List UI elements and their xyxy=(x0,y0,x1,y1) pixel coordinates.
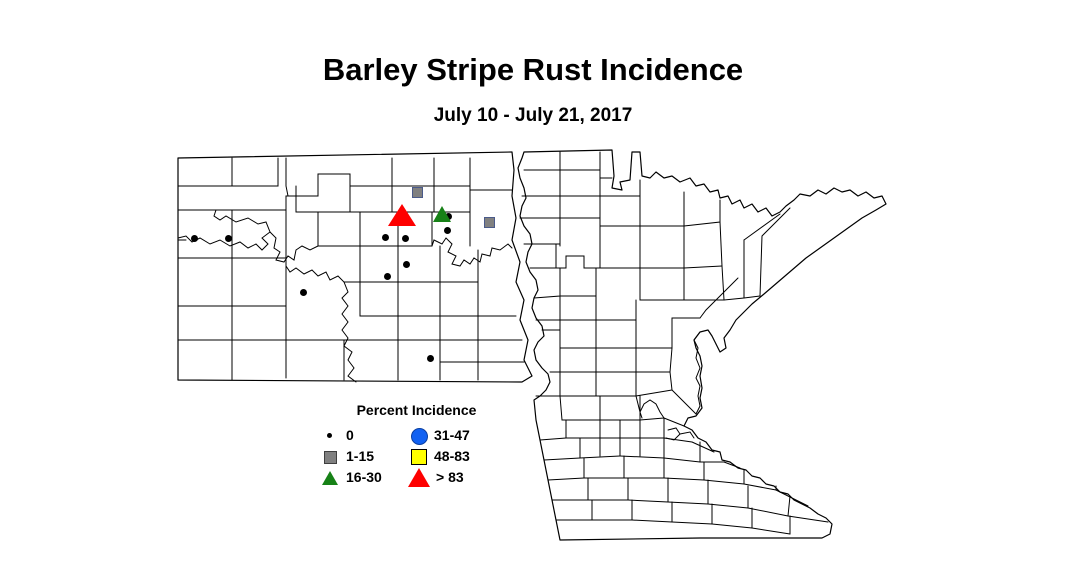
legend-item-label: > 83 xyxy=(436,469,464,485)
incidence-marker-triangle-green[interactable] xyxy=(433,206,451,222)
small-black-dot-icon xyxy=(320,425,344,445)
minnesota-counties xyxy=(519,151,829,535)
legend-item-31-47[interactable]: 31-47 xyxy=(408,425,470,445)
legend-item-above-83[interactable]: > 83 xyxy=(408,467,464,487)
legend-item-label: 48-83 xyxy=(434,448,470,464)
legend-item-label: 31-47 xyxy=(434,427,470,443)
red-triangle-icon xyxy=(408,467,432,487)
incidence-marker-triangle-red[interactable] xyxy=(388,204,416,226)
incidence-marker-dot[interactable] xyxy=(300,289,307,296)
yellow-square-icon xyxy=(408,446,432,466)
page-title: Barley Stripe Rust Incidence xyxy=(322,52,744,87)
incidence-marker-dot[interactable] xyxy=(444,227,451,234)
incidence-marker-square[interactable] xyxy=(484,217,495,228)
incidence-marker-dot[interactable] xyxy=(384,273,391,280)
legend-title: Percent Incidence xyxy=(356,402,477,418)
minnesota-outline xyxy=(517,149,887,541)
legend-item-48-83[interactable]: 48-83 xyxy=(408,446,470,466)
green-triangle-icon xyxy=(320,467,344,487)
legend-item-16-30[interactable]: 16-30 xyxy=(320,467,382,487)
legend-item-label: 1-15 xyxy=(346,448,375,464)
legend-entries: 0 1-15 16-30 31-47 48-83 > 83 xyxy=(320,425,500,487)
incidence-marker-dot[interactable] xyxy=(427,355,434,362)
incidence-marker-dot[interactable] xyxy=(225,235,232,242)
legend: Percent Incidence 0 1-15 16-30 31-47 48-… xyxy=(320,402,500,487)
incidence-marker-square[interactable] xyxy=(412,187,423,198)
incidence-marker-dot[interactable] xyxy=(382,234,389,241)
incidence-marker-dot[interactable] xyxy=(403,261,410,268)
page-subtitle: July 10 - July 21, 2017 xyxy=(433,105,633,126)
legend-item-label: 0 xyxy=(346,427,354,443)
incidence-marker-dot[interactable] xyxy=(402,235,409,242)
legend-item-0[interactable]: 0 xyxy=(320,425,354,445)
legend-item-1-15[interactable]: 1-15 xyxy=(320,446,374,466)
blue-circle-icon xyxy=(408,425,432,445)
legend-item-label: 16-30 xyxy=(346,469,382,485)
incidence-marker-dot[interactable] xyxy=(191,235,198,242)
gray-square-icon xyxy=(320,446,344,466)
